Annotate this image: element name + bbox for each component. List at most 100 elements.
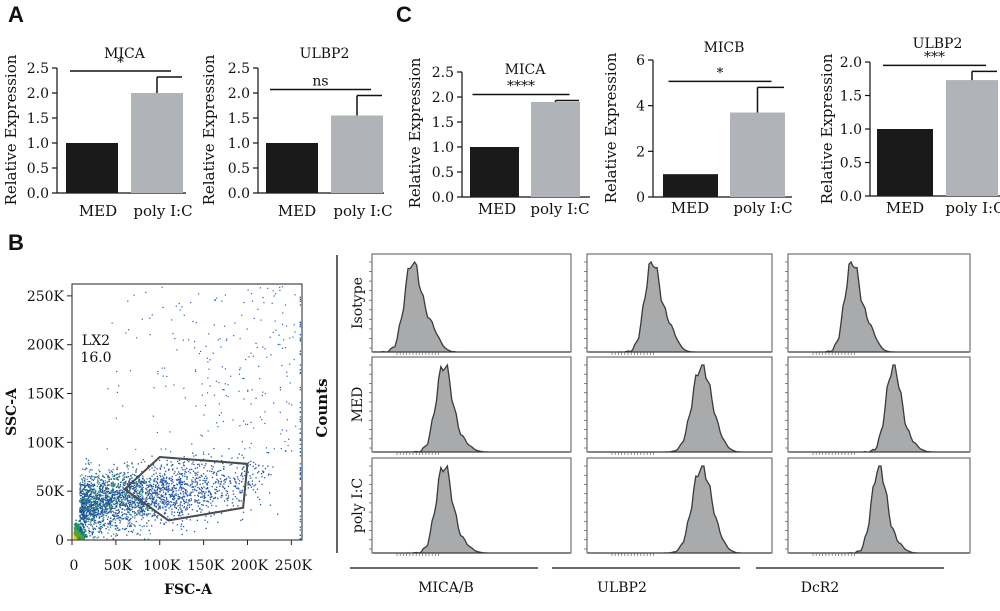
scatter-point	[173, 486, 175, 488]
scatter-point	[91, 501, 93, 503]
scatter-point	[106, 488, 108, 490]
scatter-point	[148, 493, 150, 496]
scatter-point	[237, 478, 239, 480]
scatter-point	[226, 504, 228, 507]
scatter-point	[82, 513, 84, 515]
scatter-point	[153, 492, 155, 494]
scatter-point	[220, 483, 222, 485]
scatter-point	[156, 468, 158, 470]
scatter-point	[131, 463, 133, 465]
scatter-point	[79, 522, 82, 524]
scatter-point	[246, 423, 249, 426]
scatter-point	[95, 501, 98, 503]
scatter-point	[171, 493, 173, 495]
scatter-point	[144, 501, 146, 503]
scatter-point	[289, 382, 291, 384]
scatter-point	[109, 520, 111, 522]
scatter-point	[96, 482, 99, 484]
scatter-point	[186, 518, 188, 520]
scatter-point	[145, 291, 147, 294]
scatter-point	[174, 487, 177, 490]
scatter-point	[112, 476, 114, 478]
scatter-point	[89, 515, 91, 517]
scatter-point	[102, 504, 104, 506]
scatter-point	[91, 517, 93, 519]
scatter-point	[124, 482, 126, 484]
scatter-point	[157, 477, 159, 480]
scatter-point	[98, 493, 100, 496]
scatter-point	[159, 505, 161, 507]
scatter-point	[101, 505, 103, 507]
scatter-point	[100, 510, 102, 513]
scatter-point	[264, 422, 266, 425]
x-tick-label: 250K	[275, 558, 313, 574]
scatter-point	[225, 479, 227, 481]
scatter-point	[150, 504, 152, 506]
scatter-point	[82, 507, 85, 509]
scatter-point	[97, 491, 100, 493]
scatter-point	[148, 485, 150, 488]
scatter-point	[171, 480, 173, 482]
scatter-point	[163, 477, 165, 480]
scatter-point	[299, 466, 301, 469]
scatter-point	[162, 483, 165, 485]
scatter-point	[82, 525, 84, 527]
scatter-point	[88, 530, 90, 533]
scatter-point	[121, 492, 124, 494]
scatter-point	[177, 497, 180, 500]
scatter-point	[180, 489, 183, 491]
scatter-point	[108, 478, 110, 481]
bar-polyic	[131, 93, 183, 193]
histogram-curve	[373, 464, 570, 554]
scatter-point	[212, 500, 214, 502]
scatter-point	[109, 492, 112, 495]
scatter-point	[192, 485, 194, 488]
scatter-point	[238, 482, 240, 485]
scatter-point	[90, 523, 92, 526]
scatter-point	[133, 484, 136, 487]
y-tick-label: 1.5	[228, 111, 250, 127]
scatter-point	[205, 463, 207, 465]
scatter-point	[215, 472, 218, 474]
scatter-point	[235, 485, 237, 487]
scatter-point	[299, 463, 301, 465]
scatter-point	[140, 486, 142, 488]
scatter-point	[134, 490, 136, 492]
scatter-point	[133, 294, 135, 296]
scatter-point	[84, 494, 86, 497]
scatter-point	[186, 494, 189, 496]
scatter-point	[265, 447, 268, 449]
scatter-point	[119, 494, 121, 496]
scatter-point	[106, 499, 108, 502]
scatter-point	[192, 452, 194, 454]
scatter-point	[92, 483, 94, 486]
scatter-point	[179, 504, 181, 507]
scatter-point	[113, 484, 115, 486]
scatter-point	[92, 504, 94, 507]
scatter-point	[196, 463, 199, 466]
scatter-point	[281, 429, 283, 431]
scatter-point	[90, 504, 92, 506]
scatter-point	[132, 492, 135, 494]
scatter-point	[263, 302, 265, 304]
scatter-point	[109, 491, 111, 494]
scatter-point	[172, 491, 174, 493]
scatter-point	[110, 470, 112, 472]
scatter-point	[111, 505, 114, 508]
scatter-point	[160, 494, 163, 496]
scatter-point	[139, 495, 142, 498]
scatter-point	[141, 490, 143, 493]
scatter-point	[85, 491, 88, 494]
scatter-point	[191, 486, 193, 488]
scatter-point	[201, 487, 203, 490]
chart-title: MICB	[704, 40, 745, 56]
scatter-point	[116, 391, 118, 394]
scatter-point	[165, 496, 168, 499]
scatter-point	[101, 507, 103, 510]
scatter-point	[190, 492, 192, 494]
scatter-point	[126, 508, 128, 511]
scatter-point	[81, 489, 83, 491]
scatter-point	[191, 509, 194, 511]
scatter-point	[84, 489, 86, 491]
scatter-point	[119, 486, 121, 488]
